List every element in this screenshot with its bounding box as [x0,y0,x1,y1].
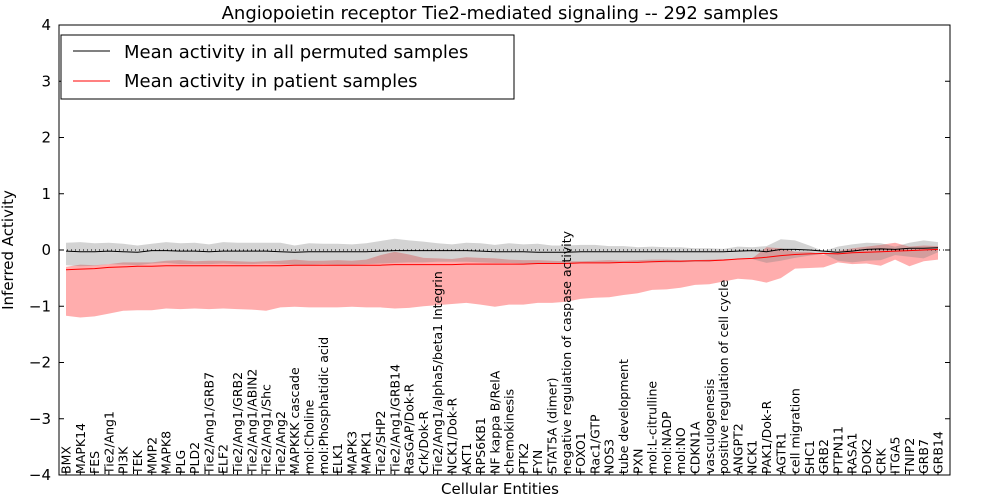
category-label: Tie2/Ang1 [101,411,116,475]
category-label: NF kappa B/RelA [487,370,502,474]
series-line-patient [65,248,939,271]
category-label: Tie2/Ang1/GRB2 [230,372,245,475]
category-label: FOXO1 [573,432,588,474]
category-label: RasGAP/Dok-R [402,383,417,474]
category-label: CRK [873,448,888,474]
category-label: Tie2/Ang2 [273,411,288,475]
category-label: PTPN11 [830,426,845,474]
category-label: TEK [130,449,145,475]
legend: Mean activity in all permuted samples Me… [60,34,515,100]
category-label: RASA1 [845,433,860,474]
category-label: FES [87,451,102,474]
category-label: mol:NO [673,427,688,474]
category-label: TNIP2 [902,438,917,475]
category-label: Crk/Dok-R [416,411,431,474]
category-label: GRB7 [916,439,931,474]
legend-label-patient: Mean activity in patient samples [124,71,418,92]
category-label: GRB2 [816,439,831,474]
category-label: positive regulation of cell cycle [716,279,731,474]
y-tick-label: −2 [29,354,51,372]
category-label: tube development [616,359,631,474]
category-label: MAPK1 [359,431,374,474]
category-label: AGTR1 [773,432,788,474]
y-axis-label: Inferred Activity [0,190,17,310]
category-label: BMX [59,446,74,474]
series-line-permuted [65,247,939,253]
legend-box [60,34,515,100]
y-tick-label: 0 [41,241,51,259]
category-label: DOK2 [859,438,874,474]
lines-layer [65,247,939,271]
category-label: Tie2/Ang1/Shc [259,384,274,475]
x-axis-label: Cellular Entities [441,480,559,498]
category-label: Tie2/SHP2 [373,411,388,475]
category-label: cell migration [788,388,803,474]
y-tick-label: 3 [41,72,51,90]
y-tick-label: 1 [41,185,51,203]
y-tick-label: 2 [41,129,51,147]
category-label: RPS6KB1 [473,417,488,474]
category-label: CDKN1A [688,421,703,474]
y-tick-label: −4 [29,466,51,484]
category-label: Tie2/Ang1/GRB7 [202,372,217,475]
category-label: chemokinesis [502,389,517,474]
category-label: Tie2/Ang1/GRB14 [387,364,402,475]
category-label: PLG [173,450,188,474]
category-label: SHC1 [802,440,817,474]
category-label: Tie2/Ang1/alpha5/beta1 Integrin [430,271,445,475]
category-label: mol:L-citrulline [645,381,660,474]
band-permuted [66,238,938,267]
category-label: PAK1/Dok-R [759,400,774,474]
category-label: MAPK8 [159,431,174,474]
category-label: ELF2 [216,444,231,474]
y-axis: −4 −3 −2 −1 0 1 2 3 4 [29,16,950,484]
category-label: MAPK14 [73,423,88,474]
category-label: MAPK3 [344,431,359,474]
band-patient [66,242,938,318]
category-label: mol:NADP [659,411,674,474]
category-label: negative regulation of caspase activity [559,230,574,474]
category-label: PI3K [116,446,131,474]
category-label: Rac1/GTP [587,414,602,474]
category-label: PXN [630,449,645,474]
category-label: AKT1 [459,443,474,474]
category-label: NOS3 [602,439,617,474]
category-label: PLD2 [187,442,202,474]
category-label: GRB14 [931,431,946,474]
category-labels: BMX MAPK14 FES Tie2/Ang1 PI3K TEK MMP2 MAPK8 PLG… [59,230,946,475]
y-tick-label: −1 [29,297,51,315]
category-label: MAPKKK cascade [287,367,302,474]
category-label: ELK1 [330,443,345,474]
chart-title: Angiopoietin receptor Tie2-mediated sign… [222,3,779,24]
category-label: NCK1/Dok-R [445,398,460,474]
category-label: PTK2 [516,443,531,474]
y-tick-label: 4 [41,16,51,34]
category-label: STAT5A (dimer) [545,378,560,474]
legend-label-permuted: Mean activity in all permuted samples [124,42,468,63]
category-label: NCK1 [745,440,760,474]
category-label: ITGA5 [888,436,903,474]
category-label: ANGPT2 [730,423,745,474]
bands-layer [66,238,938,318]
category-label: Tie2/Ang1/ABIN2 [244,369,259,475]
y-tick-label: −3 [29,410,51,428]
category-label: FYN [530,450,545,474]
category-label: mol:Choline [302,399,317,474]
category-label: vasculogenesis [702,379,717,474]
category-label: MMP2 [144,437,159,474]
category-label: mol:Phosphatidic acid [316,337,331,474]
